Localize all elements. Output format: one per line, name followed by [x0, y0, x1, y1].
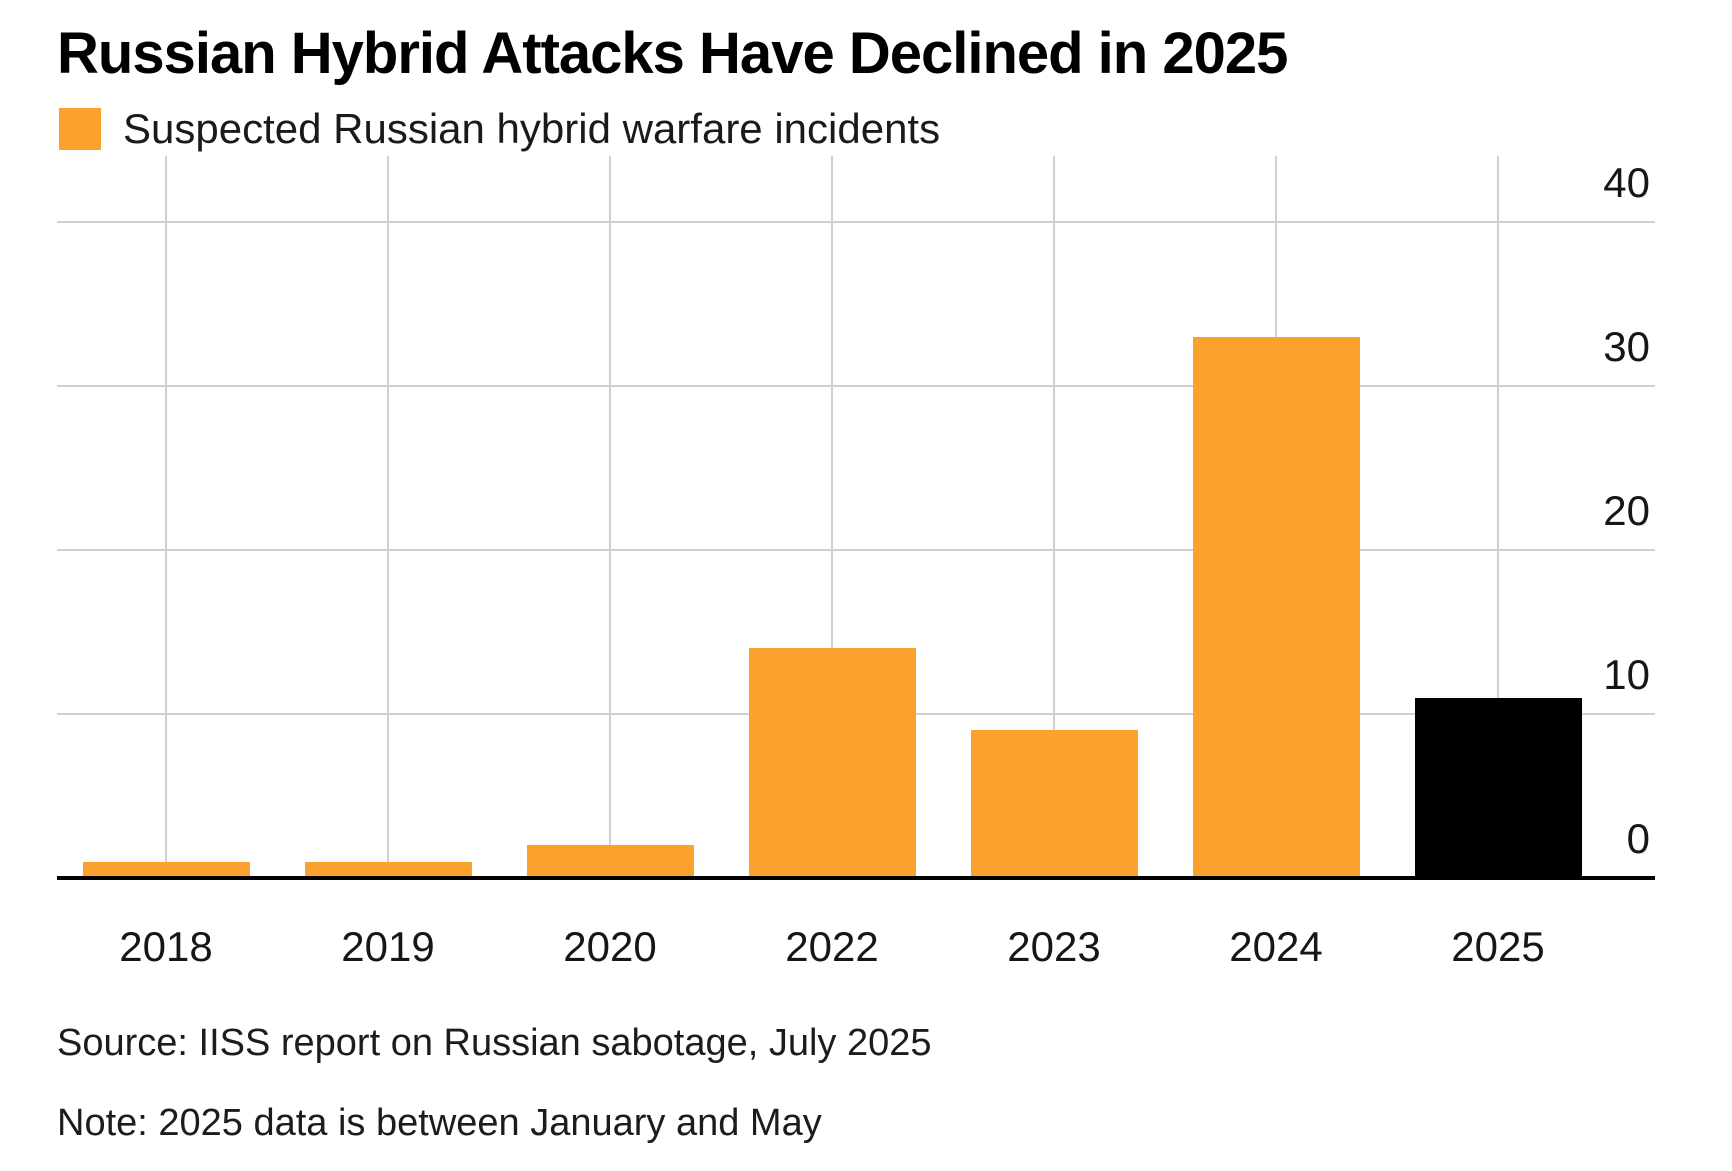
- vertical-gridline: [1053, 156, 1055, 878]
- bar-2018: [82, 861, 250, 878]
- x-axis-baseline: [57, 876, 1655, 880]
- bar-2022: [748, 648, 916, 878]
- legend-orange-square-icon: [59, 108, 101, 150]
- horizontal-gridline: [57, 548, 1655, 551]
- vertical-gridline: [165, 156, 167, 878]
- note-line: Note: 2025 data is between January and M…: [57, 1102, 822, 1144]
- y-tick-label: 20: [1603, 486, 1650, 534]
- legend: Suspected Russian hybrid warfare inciden…: [59, 105, 940, 153]
- x-tick-label: 2024: [1229, 923, 1323, 970]
- x-tick-label: 2019: [341, 923, 435, 970]
- bar-2023: [970, 730, 1138, 878]
- bar-2024: [1192, 336, 1360, 878]
- bar-2025: [1414, 697, 1582, 878]
- y-tick-label: 40: [1603, 158, 1650, 206]
- legend-label: Suspected Russian hybrid warfare inciden…: [123, 105, 941, 152]
- vertical-gridline: [831, 156, 833, 878]
- x-tick-label: 2022: [785, 923, 879, 970]
- x-tick-label: 2020: [563, 923, 657, 970]
- horizontal-gridline: [57, 220, 1655, 223]
- x-tick-label: 2018: [119, 923, 213, 970]
- chart-title: Russian Hybrid Attacks Have Declined in …: [57, 21, 1288, 86]
- vertical-gridline: [609, 156, 611, 878]
- y-tick-label: 30: [1603, 322, 1650, 370]
- y-tick-label: 10: [1603, 650, 1650, 698]
- vertical-gridline: [387, 156, 389, 878]
- bar-2020: [526, 845, 694, 878]
- source-line: Source: IISS report on Russian sabotage,…: [57, 1022, 932, 1064]
- x-tick-label: 2025: [1451, 923, 1545, 970]
- y-tick-label: 0: [1626, 815, 1650, 862]
- x-tick-label: 2023: [1007, 923, 1101, 970]
- vertical-gridline: [1497, 156, 1499, 878]
- bar-2019: [304, 861, 472, 878]
- horizontal-gridline: [57, 384, 1655, 387]
